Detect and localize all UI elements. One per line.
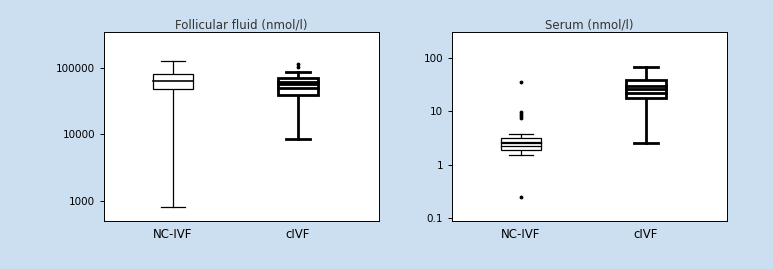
Bar: [278, 78, 318, 95]
Bar: [153, 74, 193, 89]
Bar: [625, 80, 666, 98]
Bar: [501, 139, 541, 150]
Title: Serum (nmol/l): Serum (nmol/l): [545, 18, 634, 31]
Title: Follicular fluid (nmol/l): Follicular fluid (nmol/l): [175, 18, 308, 31]
